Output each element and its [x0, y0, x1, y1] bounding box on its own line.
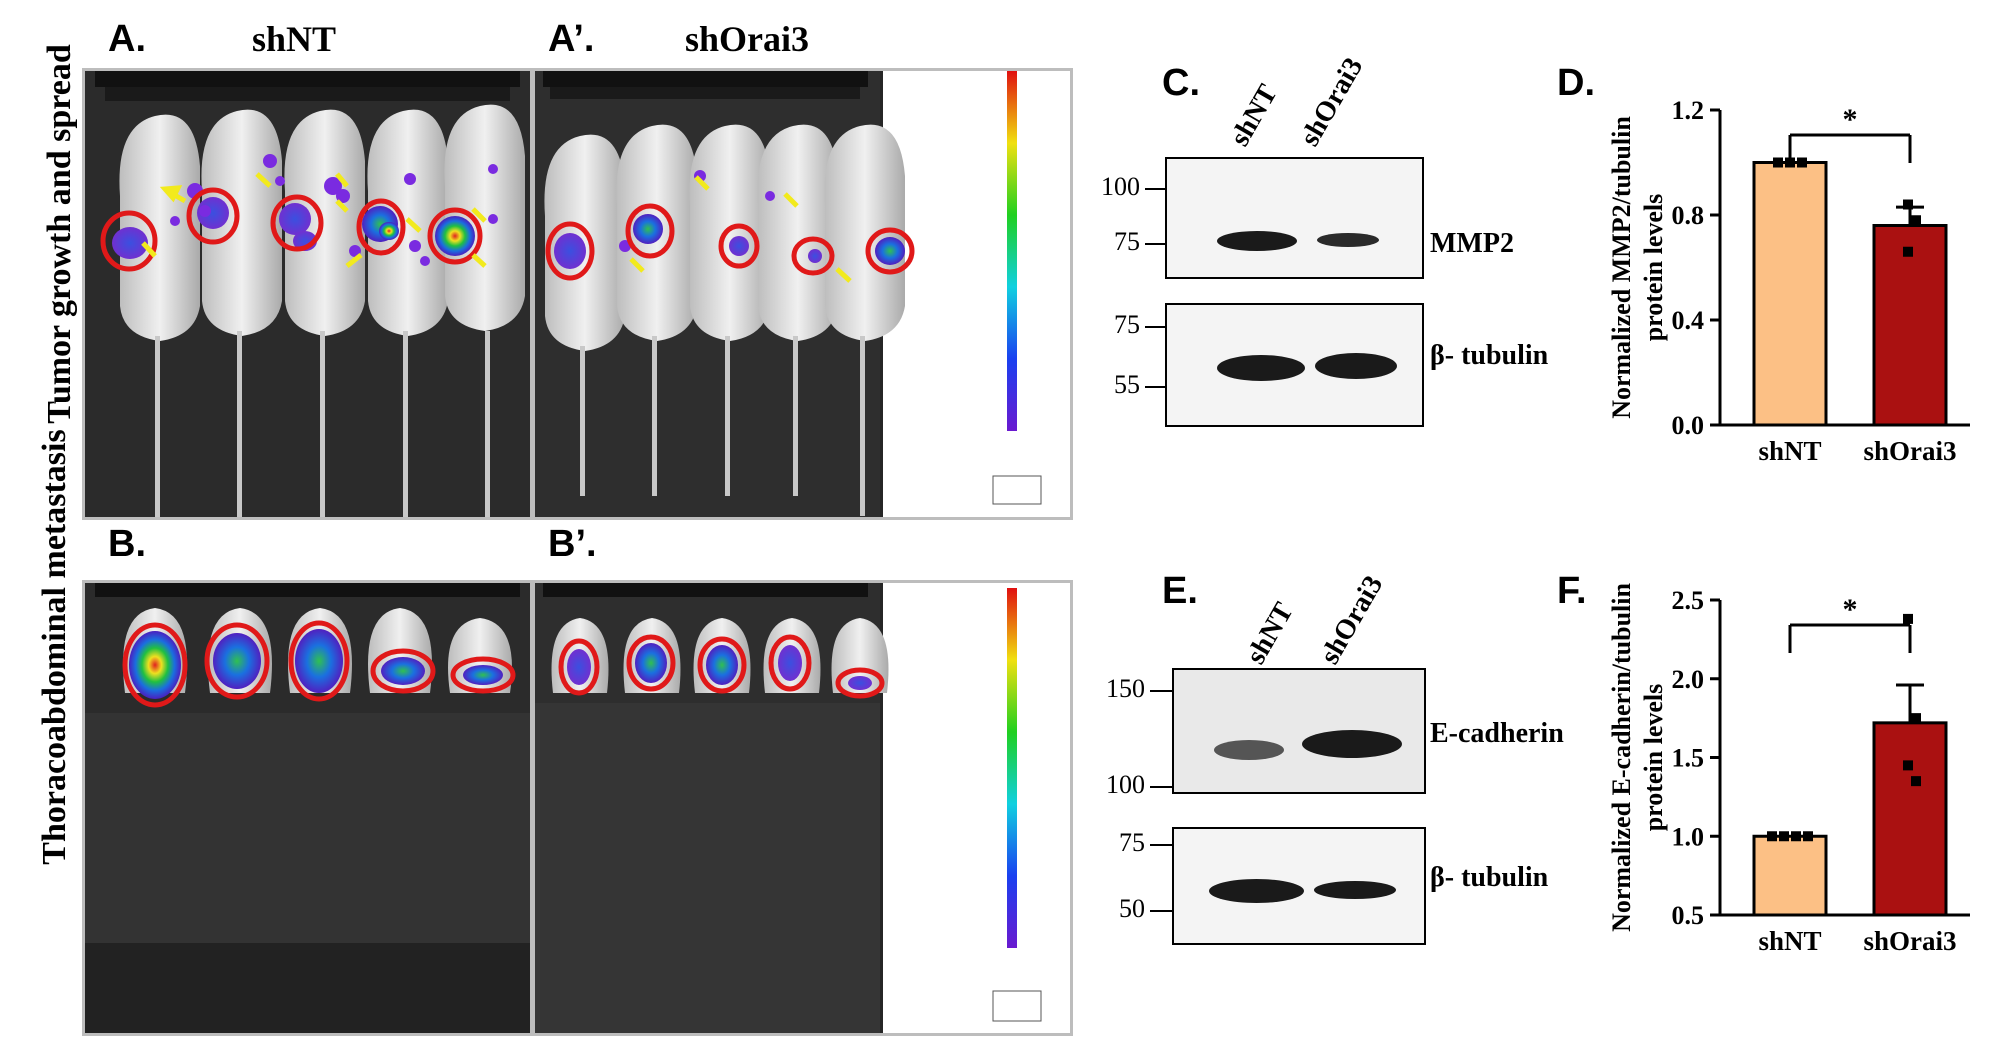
panel-label-f: F.: [1557, 570, 1587, 612]
chart-f-ylabel-line-0: Normalized E-cadherin/tubulin: [1607, 583, 1636, 932]
chart-f-sig-star: *: [1843, 593, 1858, 626]
chart-d-point-shOrai3-1: [1911, 215, 1921, 226]
chart-f-ytick-label-3: 2.0: [1672, 665, 1705, 694]
chart-d-bar-shNT: [1752, 161, 1828, 427]
chart-d-xtick-label-1: shOrai3: [1863, 436, 1956, 466]
chart-d-ytick-label-3: 1.2: [1672, 96, 1705, 125]
blot-c-tub-marker-1: 75: [1114, 310, 1140, 339]
band-mmp2-shnt: [1217, 231, 1297, 251]
blot-e-tub-marker-tick-2: [1150, 910, 1172, 912]
panel-title-a: shNT: [252, 19, 337, 59]
chart-f-ytick-label-0: 0.5: [1672, 901, 1705, 930]
band-tubulin-e-shnt: [1209, 879, 1304, 903]
blot-c-tubulin: [1165, 303, 1424, 427]
blot-e-marker-tick-1: [1150, 690, 1172, 692]
blot-c-protein-top: MMP2: [1430, 228, 1514, 259]
chart-d-xtick-label-0: shNT: [1758, 436, 1821, 466]
blot-e-marker-tick-2: [1150, 786, 1172, 788]
chart-d-bar-shOrai3: [1872, 224, 1948, 427]
chart-f-ytick-label-1: 1.0: [1672, 822, 1705, 851]
chart-f-ylabel-line-1: protein levels: [1639, 684, 1668, 832]
chart-f-point-shNT-3: [1803, 831, 1813, 842]
blot-c-marker-tick-1: [1145, 188, 1167, 190]
chart-d-point-shNT-2: [1797, 157, 1807, 168]
ivis-image-bottom: [82, 580, 1073, 1036]
blot-e-lane-shnt: shNT: [1240, 597, 1300, 670]
chart-f: 0.5 1.0 1.5 2.0 2.5 Normalized E-cadherin/tub…: [1607, 583, 1970, 956]
chart-d-point-shOrai3-0: [1903, 199, 1913, 210]
chart-f-point-shOrai3-1: [1911, 713, 1921, 724]
band-tubulin-c-shorai3: [1315, 353, 1397, 379]
band-tubulin-e-shorai3: [1314, 881, 1396, 899]
chart-f-point-shOrai3-0: [1903, 613, 1913, 624]
chart-f-xtick-label-1: shOrai3: [1863, 926, 1956, 956]
chart-d: 0.0 0.4 0.8 1.2 Normalized MMP2/tubulin prote…: [1607, 96, 1970, 466]
chart-d-point-shNT-0: [1773, 157, 1783, 168]
chart-d-ytick-label-0: 0.0: [1672, 411, 1705, 440]
blot-e-tub-marker-tick-1: [1150, 844, 1172, 846]
blot-e-tub-marker-1: 75: [1119, 828, 1145, 857]
chart-d-ytick-label-2: 0.8: [1672, 201, 1705, 230]
band-tubulin-c-shnt: [1217, 355, 1305, 381]
blot-c-marker-2: 75: [1114, 227, 1140, 256]
chart-d-ytick-label-1: 0.4: [1672, 306, 1705, 335]
chart-f-point-shNT-0: [1767, 831, 1777, 842]
panel-label-d: D.: [1557, 62, 1595, 104]
ivis-image-bottom-art: [85, 583, 1070, 1033]
blot-c-tub-marker-tick-2: [1145, 386, 1167, 388]
blot-c-tub-marker-2: 55: [1114, 370, 1140, 399]
panel-label-b: B.: [108, 523, 146, 565]
blot-e-protein-bottom: β- tubulin: [1430, 862, 1549, 893]
blot-e-marker-1: 150: [1106, 674, 1145, 703]
blot-c-tub-marker-tick-1: [1145, 326, 1167, 328]
blot-c-marker-tick-2: [1145, 243, 1167, 245]
panel-label-e: E.: [1162, 570, 1198, 612]
blot-c-protein-bottom: β- tubulin: [1430, 340, 1549, 371]
blot-e-lane-shorai3: shOrai3: [1314, 570, 1390, 670]
band-mmp2-shorai3: [1317, 233, 1379, 247]
panel-label-a-prime: A’.: [548, 18, 595, 60]
chart-f-bar-shNT: [1752, 834, 1828, 917]
panel-label-a: A.: [108, 18, 146, 60]
chart-f-bar-shOrai3: [1872, 721, 1948, 917]
chart-f-point-shNT-2: [1791, 831, 1801, 842]
chart-f-point-shOrai3-3: [1911, 776, 1921, 787]
blot-c-mmp2: [1165, 157, 1424, 279]
chart-f-ytick-label-4: 2.5: [1672, 586, 1705, 615]
chart-d-ylabel-line-1: protein levels: [1639, 194, 1668, 342]
row-label-bottom: Thoracoabdominal metastasis: [36, 429, 73, 865]
ivis-image-top-art: [85, 71, 1070, 517]
blot-e-protein-top: E-cadherin: [1430, 718, 1564, 749]
blot-e-tubulin: [1172, 827, 1426, 945]
chart-f-ytick-label-2: 1.5: [1672, 744, 1705, 773]
chart-d-point-shOrai3-2: [1903, 246, 1913, 257]
chart-d-sig-star: *: [1843, 103, 1858, 136]
blot-e-ecadherin: [1172, 668, 1426, 794]
panel-label-c: C.: [1162, 62, 1200, 104]
chart-f-xtick-label-0: shNT: [1758, 926, 1821, 956]
blot-c-lane-shnt: shNT: [1224, 79, 1284, 152]
ivis-image-top: [82, 68, 1073, 520]
blot-e-tub-marker-2: 50: [1119, 894, 1145, 923]
chart-d-ylabel-line-0: Normalized MMP2/tubulin: [1607, 116, 1636, 419]
blot-e-marker-2: 100: [1106, 770, 1145, 799]
band-ecad-shnt: [1214, 740, 1284, 760]
panel-label-b-prime: B’.: [548, 523, 597, 565]
band-ecad-shorai3: [1302, 730, 1402, 758]
blot-c-marker-1: 100: [1101, 172, 1140, 201]
chart-f-point-shOrai3-2: [1903, 760, 1913, 771]
blot-c-lane-shorai3: shOrai3: [1294, 52, 1370, 152]
panel-title-a-prime: shOrai3: [685, 19, 810, 59]
chart-f-point-shNT-1: [1779, 831, 1789, 842]
